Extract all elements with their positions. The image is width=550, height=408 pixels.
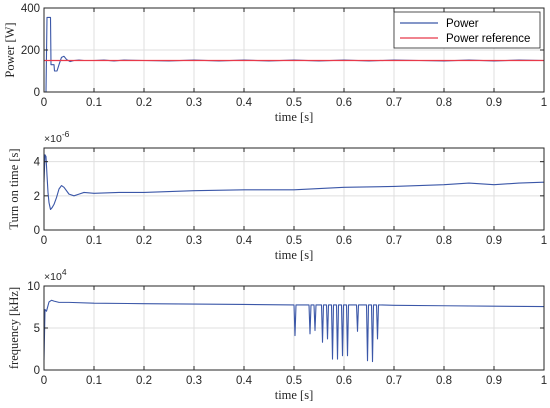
- x-tick-label: 0.1: [86, 97, 102, 109]
- x-tick-label: 0.1: [86, 375, 102, 387]
- y-axis-label: Turn on time [s]: [7, 148, 21, 229]
- y-tick-label: 5: [34, 323, 40, 335]
- x-tick-label: 0.3: [186, 97, 202, 109]
- x-tick-label: 0.3: [186, 375, 202, 387]
- x-tick-label: 1: [541, 235, 547, 247]
- y-axis-label: frequency [kHz]: [7, 287, 21, 369]
- x-tick-label: 1: [541, 97, 547, 109]
- x-tick-label: 0.4: [236, 97, 253, 109]
- x-tick-label: 0.2: [136, 235, 152, 247]
- y-tick-label: 0: [34, 87, 40, 99]
- x-tick-label: 0.4: [236, 235, 253, 247]
- chart-2: 0 0.1 0.2 0.3 0.4 0.5 0.6 0.7 0.8 0.9 1 0 2 4 time [s]…: [7, 129, 547, 262]
- x-tick-label: 0.6: [336, 375, 352, 387]
- legend: Power Power reference: [393, 11, 541, 49]
- y-tick-label: 2: [34, 191, 40, 203]
- x-tick-label: 0.5: [286, 375, 302, 387]
- series-line-1: [43, 299, 545, 363]
- x-tick-label: 0.7: [386, 97, 402, 109]
- x-tick-label: 0.8: [436, 235, 452, 247]
- x-tick-label: 0: [41, 97, 47, 109]
- x-tick-label: 0.9: [486, 97, 502, 109]
- y-axis-multiplier: ×104: [44, 267, 67, 283]
- x-tick-label: 0.7: [386, 235, 402, 247]
- x-tick-label: 1: [541, 375, 547, 387]
- x-tick-label: 0.1: [86, 235, 102, 247]
- x-axis-label: time [s]: [275, 110, 314, 124]
- x-tick-label: 0.2: [136, 375, 152, 387]
- legend-entry: Power reference: [446, 33, 530, 45]
- x-tick-label: 0.8: [436, 375, 452, 387]
- series-line-1: [43, 154, 545, 211]
- x-tick-label: 0.5: [286, 235, 302, 247]
- x-tick-label: 0: [41, 235, 47, 247]
- y-axis-label: Power [W]: [3, 22, 17, 77]
- y-tick-label: 10: [27, 281, 40, 293]
- x-tick-label: 0.5: [286, 97, 302, 109]
- y-tick-label: 400: [21, 3, 40, 15]
- x-tick-label: 0.6: [336, 235, 352, 247]
- y-tick-label: 0: [34, 225, 40, 237]
- legend-entry: Power: [446, 18, 479, 30]
- y-tick-label: 4: [34, 157, 41, 169]
- x-tick-label: 0.3: [186, 235, 202, 247]
- legend-box: [393, 11, 541, 49]
- y-axis-multiplier: ×10-6: [44, 129, 70, 145]
- x-tick-label: 0.8: [436, 97, 452, 109]
- x-tick-label: 0.6: [336, 97, 352, 109]
- chart-1: 0 0.1 0.2 0.3 0.4 0.5 0.6 0.7 0.8 0.9 1 0 200 400 time…: [3, 3, 547, 124]
- x-axis-label: time [s]: [275, 248, 314, 262]
- x-tick-label: 0.7: [386, 375, 402, 387]
- y-tick-label: 0: [34, 365, 40, 377]
- x-tick-label: 0.9: [486, 375, 502, 387]
- x-tick-label: 0: [41, 375, 47, 387]
- x-tick-label: 0.4: [236, 375, 253, 387]
- x-axis-label: time [s]: [275, 388, 314, 402]
- y-tick-label: 200: [21, 45, 40, 57]
- x-tick-label: 0.9: [486, 235, 502, 247]
- x-tick-label: 0.2: [136, 97, 152, 109]
